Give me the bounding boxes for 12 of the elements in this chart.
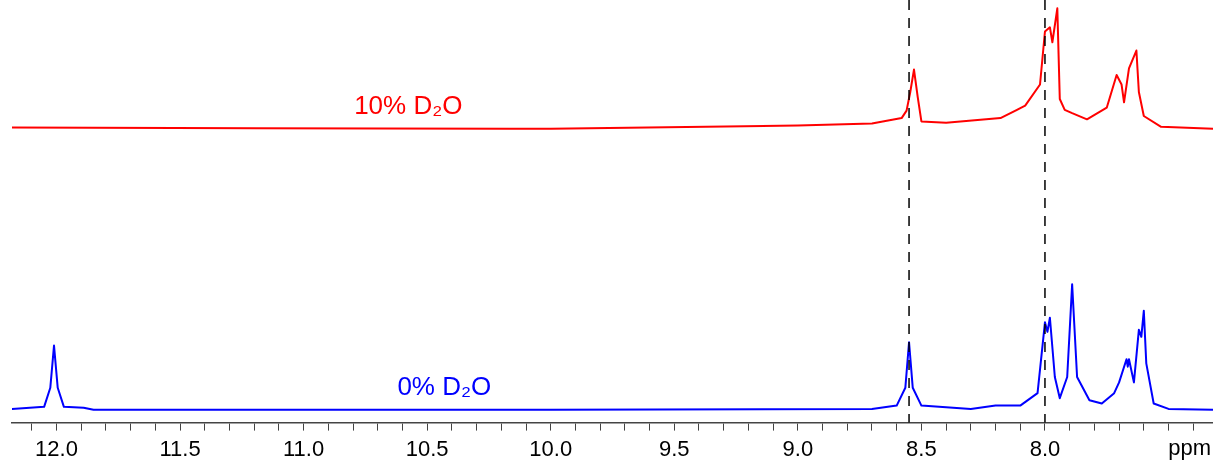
x-tick-label: 11.0 [283, 435, 325, 461]
x-axis-title: ppm [1168, 434, 1211, 460]
x-tick-label: 10.0 [529, 435, 573, 461]
x-tick-label: 8.0 [1029, 435, 1061, 461]
series-label: 0% D₂O [397, 370, 492, 401]
x-tick-label: 12.0 [35, 435, 78, 461]
x-tick-label: 9.5 [658, 435, 690, 461]
x-tick-label: 8.5 [906, 435, 937, 461]
x-tick-label: 11.5 [159, 435, 201, 461]
x-tick-label: 10.5 [405, 435, 449, 461]
series-label: 10% D₂O [354, 89, 463, 120]
x-tick-label: 9.0 [782, 435, 814, 461]
